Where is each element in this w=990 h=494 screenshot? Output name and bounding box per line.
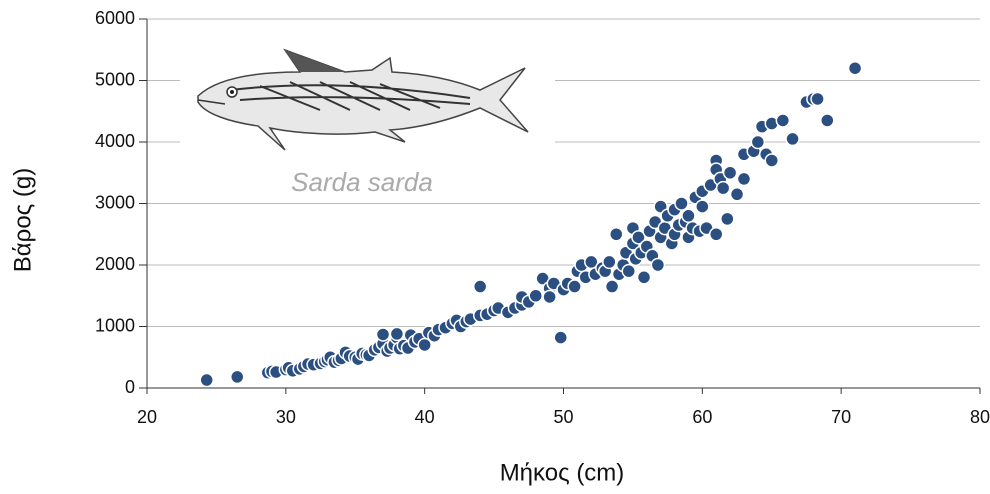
data-point	[710, 228, 723, 241]
data-point	[377, 328, 390, 341]
data-point	[651, 259, 664, 272]
x-tick-label: 70	[831, 407, 851, 427]
data-point	[606, 280, 619, 293]
data-point	[731, 188, 744, 201]
data-point	[529, 289, 542, 302]
data-point	[849, 62, 862, 75]
data-point	[543, 290, 556, 303]
data-point	[721, 212, 734, 225]
data-point	[200, 374, 213, 387]
data-point	[696, 200, 709, 213]
y-tick-label: 1000	[95, 315, 135, 335]
data-point	[622, 265, 635, 278]
x-tick-label: 50	[553, 407, 573, 427]
data-point	[737, 172, 750, 185]
data-point	[610, 228, 623, 241]
x-axis-title: Μήκος (cm)	[500, 459, 625, 486]
data-point	[776, 114, 789, 127]
y-tick-label: 6000	[95, 8, 135, 28]
x-tick-label: 80	[970, 407, 990, 427]
data-point	[751, 136, 764, 149]
y-tick-label: 3000	[95, 192, 135, 212]
y-axis-title: Βάρος (g)	[9, 168, 36, 272]
data-point	[638, 271, 651, 284]
data-point	[724, 166, 737, 179]
data-point	[682, 209, 695, 222]
x-tick-label: 60	[692, 407, 712, 427]
data-point	[717, 182, 730, 195]
fish-illustration	[180, 40, 555, 152]
data-point	[765, 154, 778, 167]
y-tick-label: 0	[125, 377, 135, 397]
data-point	[554, 331, 567, 344]
data-point	[603, 255, 616, 268]
data-point	[786, 132, 799, 145]
x-tick-label: 40	[415, 407, 435, 427]
data-point	[821, 114, 834, 127]
data-point	[231, 370, 244, 383]
data-point	[675, 197, 688, 210]
annotation: Sarda sarda	[291, 167, 433, 197]
y-tick-label: 2000	[95, 254, 135, 274]
data-point	[390, 327, 403, 340]
chart: Sarda sarda Μήκος (cm) Βάρος (g) 0 1000 20…	[0, 0, 990, 494]
data-point	[474, 280, 487, 293]
x-tick-label: 20	[137, 407, 157, 427]
data-point	[811, 92, 824, 105]
data-point	[568, 280, 581, 293]
y-tick-label: 5000	[95, 69, 135, 89]
y-tick-label: 4000	[95, 131, 135, 151]
x-tick-label: 30	[276, 407, 296, 427]
